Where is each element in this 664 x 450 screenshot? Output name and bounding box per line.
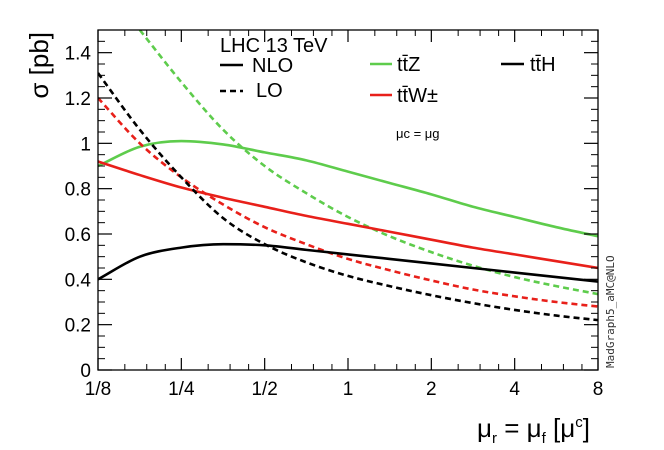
x-axis-title: μr = μf [μc] <box>477 413 590 447</box>
legend-header: LHC 13 TeV <box>220 35 328 57</box>
x-tick-label: 4 <box>509 379 520 400</box>
x-tick-label: 1/2 <box>251 379 277 400</box>
legend: LHC 13 TeV NLO LO tt̄Z tt̄W± tt̄H μc = μ… <box>220 35 556 141</box>
y-tick-label: 0 <box>80 361 91 382</box>
x-tick-label: 1 <box>343 379 354 400</box>
x-tick-label: 1/8 <box>85 379 111 400</box>
series-line-tt-w-nlo <box>98 160 598 270</box>
legend-ttw-label: tt̄W± <box>397 85 438 107</box>
series-line-tt-h-lo <box>98 72 598 322</box>
y-tick-label: 1 <box>80 134 91 155</box>
y-axis-title: σ [pb] <box>24 32 54 99</box>
series-line-tt-z-nlo <box>98 139 598 238</box>
y-tick-label: 0.2 <box>65 316 91 337</box>
legend-tth-label: tt̄H <box>530 54 556 76</box>
x-tick-label: 2 <box>426 379 437 400</box>
ticks-layer <box>97 29 599 371</box>
y-tick-label: 0.4 <box>65 270 92 291</box>
y-tick-label: 0.8 <box>65 180 91 201</box>
plot-frame <box>97 29 599 371</box>
series-layer <box>98 30 598 322</box>
legend-scale-note: μc = μg <box>396 126 440 141</box>
legend-ttz-label: tt̄Z <box>397 54 420 76</box>
series-line-tt-h-nlo <box>98 242 598 283</box>
legend-lo-label: LO <box>256 80 283 102</box>
y-tick-label: 1.2 <box>65 89 91 110</box>
x-tick-label: 1/4 <box>168 379 195 400</box>
series-line-tt-z-lo <box>138 30 598 296</box>
y-tick-label: 0.6 <box>65 225 91 246</box>
y-tick-labels: 0 0.2 0.4 0.6 0.8 1 1.2 1.4 <box>65 44 92 382</box>
x-tick-label: 8 <box>593 379 604 400</box>
y-tick-label: 1.4 <box>65 44 92 65</box>
legend-nlo-label: NLO <box>252 55 293 77</box>
x-tick-labels: 1/8 1/4 1/2 1 2 4 8 <box>85 379 604 400</box>
watermark: MadGraph5_aMC@NLO <box>604 255 617 368</box>
